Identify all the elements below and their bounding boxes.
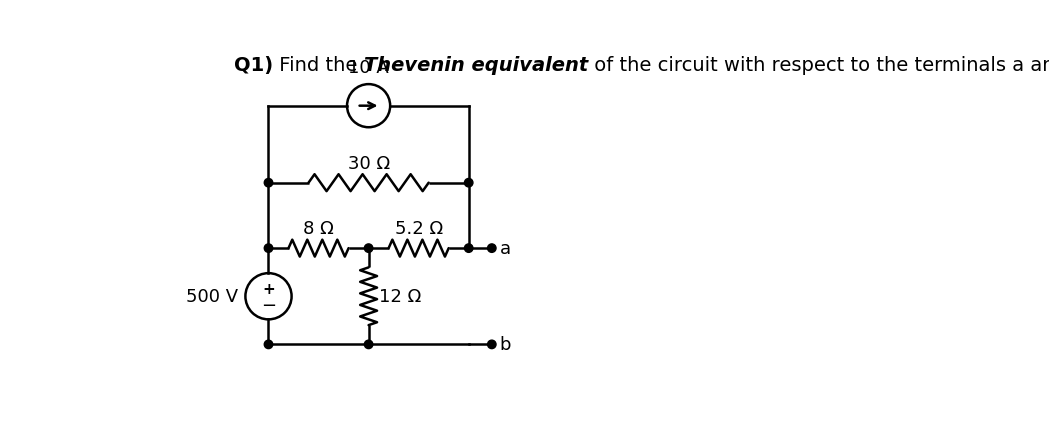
Text: Thevenin equivalent: Thevenin equivalent xyxy=(364,56,587,75)
Text: of the circuit with respect to the terminals a and b.: of the circuit with respect to the termi… xyxy=(587,56,1049,75)
Text: 12 Ω: 12 Ω xyxy=(379,288,421,305)
Circle shape xyxy=(264,179,273,187)
Text: Q1): Q1) xyxy=(234,56,273,75)
Text: 30 Ω: 30 Ω xyxy=(347,155,389,173)
Text: Find the: Find the xyxy=(273,56,364,75)
Circle shape xyxy=(488,340,496,349)
Circle shape xyxy=(465,179,473,187)
Circle shape xyxy=(264,340,273,349)
Text: 10 A: 10 A xyxy=(348,59,389,77)
Text: 5.2 Ω: 5.2 Ω xyxy=(394,220,443,238)
Text: 8 Ω: 8 Ω xyxy=(303,220,334,238)
Circle shape xyxy=(264,245,273,253)
Circle shape xyxy=(465,245,473,253)
Circle shape xyxy=(488,245,496,253)
Text: 500 V: 500 V xyxy=(186,288,238,305)
Text: b: b xyxy=(499,336,511,354)
Circle shape xyxy=(364,245,372,253)
Text: +: + xyxy=(262,282,275,296)
Text: a: a xyxy=(499,239,511,258)
Circle shape xyxy=(364,340,372,349)
Text: −: − xyxy=(261,296,276,314)
